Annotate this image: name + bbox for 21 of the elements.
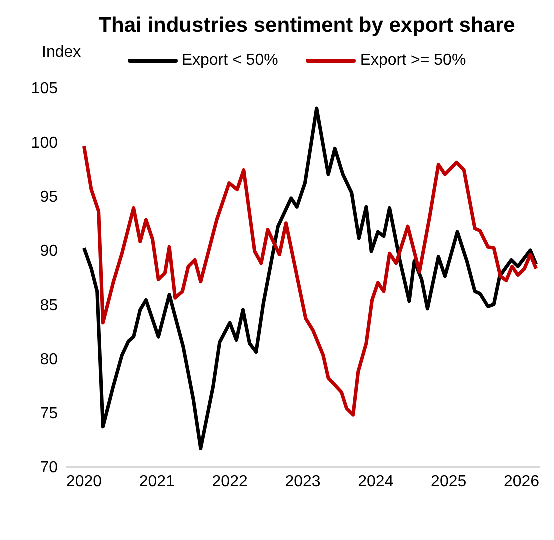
x-tick-label: 2025 — [431, 473, 467, 490]
x-tick-label: 2022 — [212, 473, 248, 490]
line-series — [82, 144, 538, 417]
line-series — [82, 106, 538, 450]
x-tick-label: 2026 — [504, 473, 540, 490]
chart-title: Thai industries sentiment by export share — [98, 14, 516, 38]
x-tick-label: 2020 — [66, 473, 102, 490]
y-tick-label: 100 — [31, 134, 58, 152]
y-tick-label: 75 — [40, 406, 58, 423]
y-tick-label: 95 — [40, 188, 58, 206]
legend-label: Export < 50% — [182, 52, 278, 70]
x-tick-label: 2021 — [139, 473, 176, 490]
y-tick-label: 90 — [40, 243, 58, 260]
x-tick-label: 2024 — [358, 473, 394, 490]
legend-label: Export >= 50% — [360, 52, 466, 70]
y-tick-label: 105 — [31, 80, 58, 98]
y-tick-label: 70 — [40, 460, 58, 477]
y-tick-label: 80 — [40, 351, 58, 368]
x-tick-label: 2023 — [285, 473, 321, 490]
y-tick-label: 85 — [40, 297, 58, 314]
y-axis-title: Index — [42, 44, 82, 62]
